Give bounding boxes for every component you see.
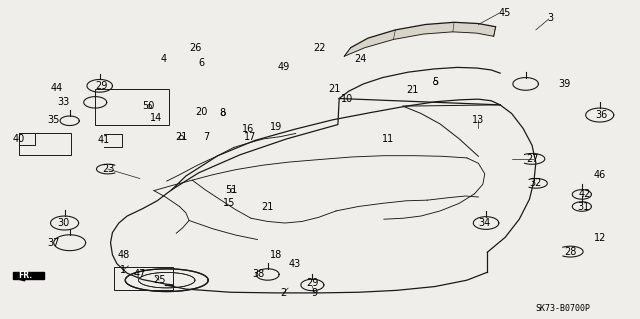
Text: 29: 29: [306, 278, 319, 288]
Text: 40: 40: [12, 134, 25, 144]
Bar: [115, 267, 173, 290]
Bar: [13, 271, 44, 278]
Text: 15: 15: [223, 198, 236, 208]
Text: 16: 16: [243, 124, 255, 134]
Text: 5: 5: [432, 77, 438, 87]
Text: 29: 29: [95, 81, 108, 91]
Text: 12: 12: [593, 233, 606, 243]
Text: 10: 10: [341, 93, 353, 104]
Text: 19: 19: [271, 122, 283, 132]
Text: 39: 39: [558, 79, 570, 89]
Text: 34: 34: [479, 218, 491, 228]
Polygon shape: [344, 22, 495, 56]
Text: 9: 9: [312, 288, 318, 298]
Text: 26: 26: [189, 43, 202, 53]
Text: 7: 7: [204, 132, 209, 142]
Text: 21: 21: [262, 202, 274, 212]
Text: 28: 28: [564, 247, 577, 256]
Text: 14: 14: [150, 113, 163, 123]
Text: 38: 38: [252, 270, 264, 279]
Text: 45: 45: [499, 8, 511, 18]
Text: 42: 42: [579, 189, 591, 199]
Text: 1: 1: [120, 265, 126, 275]
Text: 37: 37: [47, 238, 60, 248]
Text: 25: 25: [153, 275, 165, 285]
Text: 13: 13: [472, 115, 484, 125]
Text: FR.: FR.: [18, 271, 32, 280]
Text: 31: 31: [577, 202, 589, 211]
Text: 30: 30: [57, 218, 69, 228]
Text: 50: 50: [143, 100, 155, 110]
Text: 6: 6: [199, 58, 205, 68]
Text: 21: 21: [328, 84, 341, 94]
Text: 21: 21: [175, 132, 188, 142]
Text: 41: 41: [98, 136, 110, 145]
Text: 44: 44: [51, 83, 63, 93]
Text: 20: 20: [196, 108, 208, 117]
Text: 51: 51: [226, 185, 238, 195]
Text: 18: 18: [271, 250, 283, 260]
Text: 8: 8: [220, 108, 226, 118]
Text: 23: 23: [102, 164, 114, 174]
Text: 46: 46: [593, 170, 606, 180]
Text: 43: 43: [289, 259, 301, 269]
Text: 47: 47: [134, 270, 146, 279]
Text: 22: 22: [314, 43, 326, 53]
Text: 24: 24: [354, 55, 367, 64]
Text: 35: 35: [47, 115, 60, 125]
Text: 17: 17: [244, 132, 256, 142]
Text: 32: 32: [530, 178, 542, 188]
Text: 48: 48: [118, 250, 130, 260]
Text: 4: 4: [161, 55, 166, 64]
Text: 11: 11: [382, 134, 394, 144]
Text: 33: 33: [57, 97, 69, 107]
Text: 36: 36: [595, 110, 607, 120]
Text: 27: 27: [527, 154, 539, 164]
Bar: [95, 89, 169, 124]
Text: SK73-B0700P: SK73-B0700P: [535, 304, 590, 313]
Text: 21: 21: [406, 85, 419, 95]
Text: 49: 49: [278, 63, 290, 72]
Text: 3: 3: [547, 13, 553, 23]
Bar: [19, 133, 71, 155]
Text: 2: 2: [280, 288, 287, 298]
